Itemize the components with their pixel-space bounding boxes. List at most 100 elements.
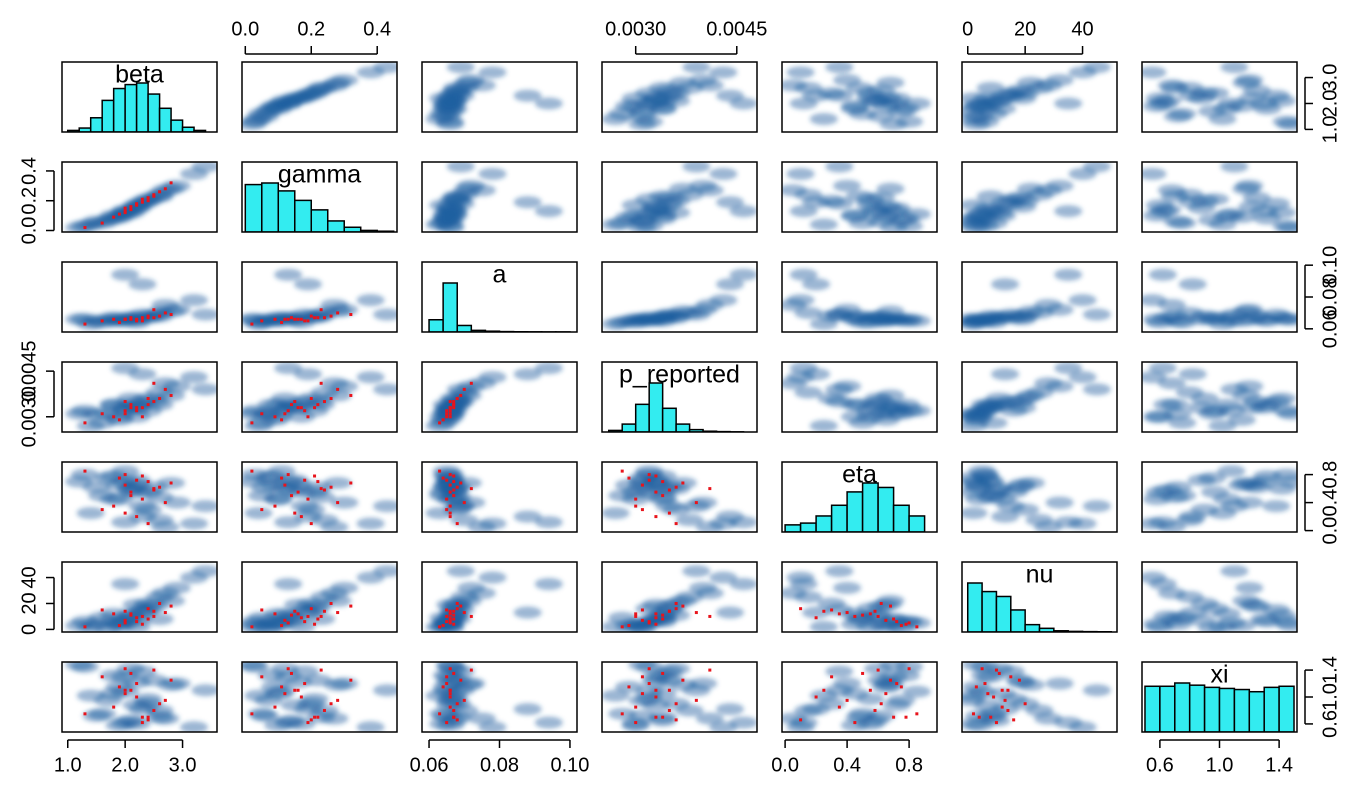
panel: gamma <box>241 161 398 233</box>
sample-point <box>635 693 664 706</box>
sample-point <box>373 308 397 321</box>
highlight-point <box>462 611 466 615</box>
density-cloud <box>602 162 757 232</box>
sample-point <box>1045 496 1074 509</box>
sample-point <box>782 587 807 600</box>
sample-point <box>991 510 1020 523</box>
sample-point <box>191 684 217 697</box>
highlight-point <box>853 614 857 618</box>
highlight-point <box>296 688 300 692</box>
highlight-point <box>445 620 449 624</box>
highlight-point <box>146 607 150 611</box>
sample-point <box>446 383 475 396</box>
highlight-point <box>814 695 818 699</box>
highlight-point <box>620 625 624 629</box>
sample-point <box>443 81 472 94</box>
sample-point <box>1160 190 1189 203</box>
sample-point <box>1008 92 1037 105</box>
highlight-point <box>83 712 87 716</box>
highlight-point <box>661 494 665 498</box>
highlight-point <box>123 409 127 413</box>
highlight-point <box>455 485 459 489</box>
sample-point <box>373 684 397 697</box>
sample-point <box>641 313 670 326</box>
x-tick-label: 1.0 <box>1206 754 1234 776</box>
highlight-point <box>634 705 638 709</box>
highlight-point <box>169 481 173 485</box>
sample-point <box>307 711 336 724</box>
y-tick-label: 0 <box>18 624 40 635</box>
panel-frame <box>1141 61 1298 133</box>
sample-point <box>709 571 738 584</box>
highlight-point <box>309 397 313 401</box>
highlight-point <box>674 522 678 526</box>
highlight-point <box>448 609 452 613</box>
highlight-point <box>123 621 127 625</box>
panel-content <box>65 465 217 532</box>
histogram-bar <box>661 407 677 432</box>
sample-point <box>446 500 475 513</box>
highlight-point <box>640 675 644 679</box>
sample-point <box>1160 81 1189 94</box>
highlight-point <box>904 622 908 626</box>
highlight-point <box>152 194 156 198</box>
sample-point <box>976 81 1005 94</box>
highlight-point <box>837 705 841 709</box>
panel-frame <box>1141 461 1298 533</box>
panel-frame <box>61 461 218 533</box>
highlight-point <box>152 487 156 491</box>
sample-point <box>892 669 920 682</box>
sample-point <box>128 703 157 716</box>
highlight-point <box>129 208 133 212</box>
panel-frame <box>781 361 938 433</box>
sample-point <box>882 699 911 712</box>
sample-point <box>300 693 329 706</box>
variable-name: xi <box>1210 661 1228 689</box>
highlight-point <box>100 608 104 612</box>
highlight-point <box>169 604 173 608</box>
highlight-point <box>892 617 896 621</box>
highlight-point <box>634 612 638 616</box>
sample-point <box>145 711 174 724</box>
panel-content <box>962 662 1111 732</box>
sample-point <box>180 517 209 530</box>
panel-frame <box>421 361 578 433</box>
panel <box>241 661 398 733</box>
highlight-point <box>169 181 173 185</box>
highlight-point <box>336 501 340 505</box>
highlight-point <box>83 322 87 326</box>
highlight-point <box>1017 678 1021 682</box>
sample-point <box>856 693 885 706</box>
panel-content <box>782 362 931 432</box>
highlight-point <box>152 316 156 320</box>
y-tick-label: 0.10 <box>1319 246 1341 285</box>
highlight-point <box>980 667 984 671</box>
density-cloud <box>242 62 397 131</box>
panel-frame <box>61 161 218 233</box>
panel: a <box>421 261 578 333</box>
sample-point <box>879 662 908 671</box>
x-tick-label: 0.0045 <box>706 18 767 40</box>
sample-point <box>1148 362 1177 375</box>
highlight-point <box>1000 688 1004 692</box>
panel <box>1141 161 1298 233</box>
highlight-point <box>694 698 698 702</box>
highlight-point <box>316 617 320 621</box>
sample-point <box>99 615 128 628</box>
sample-point <box>999 693 1028 706</box>
sample-point <box>145 190 174 203</box>
sample-point <box>602 507 630 520</box>
panel-content <box>602 465 757 532</box>
highlight-point <box>117 624 121 628</box>
sample-point <box>1054 97 1083 110</box>
histogram-bar <box>244 183 263 232</box>
highlight-point <box>455 702 459 706</box>
highlight-point <box>313 622 317 626</box>
sample-point <box>284 598 313 611</box>
panel-frame <box>781 561 938 633</box>
sample-point <box>602 113 630 126</box>
sample-point <box>513 510 542 523</box>
density-cloud <box>602 662 757 732</box>
sample-point <box>264 493 293 506</box>
sample-point <box>274 578 303 591</box>
